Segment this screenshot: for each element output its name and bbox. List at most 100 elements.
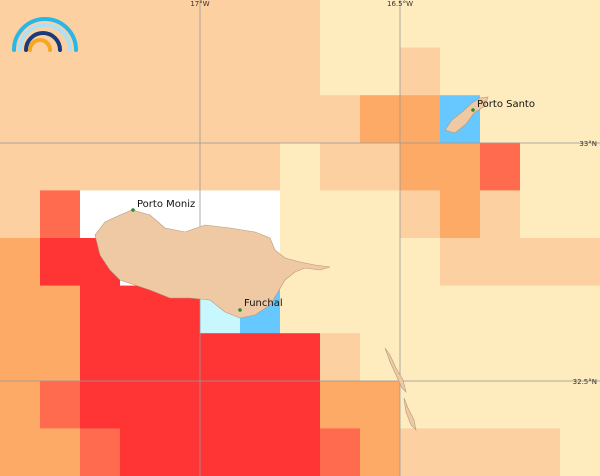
logo-arc [24, 31, 62, 52]
grid-cell [520, 238, 560, 287]
grid-cell [480, 0, 520, 49]
grid-cell [200, 47, 240, 96]
grid-cell [480, 47, 520, 96]
grid-cell [560, 47, 600, 96]
grid-cell [40, 428, 80, 476]
grid-cell [240, 0, 280, 49]
grid-cell [0, 333, 40, 382]
grid-cell [440, 285, 480, 334]
grid-cell [560, 380, 600, 429]
grid-cell [80, 285, 120, 334]
grid-cell [320, 0, 360, 49]
grid-cell [240, 95, 280, 144]
madeira [94, 209, 331, 319]
grid-cell [560, 285, 600, 334]
grid-cell [40, 47, 80, 96]
grid-cell [400, 333, 440, 382]
grid-cell [120, 47, 160, 96]
grid-cell [160, 95, 200, 144]
grid-cell [320, 428, 360, 476]
grid-cell [40, 285, 80, 334]
porto-santo [444, 96, 489, 134]
grid-cell [560, 95, 600, 144]
grid-cell [400, 238, 440, 287]
grid-cell [360, 333, 400, 382]
grid-cell [520, 285, 560, 334]
grid-cell [0, 95, 40, 144]
grid-cell [280, 428, 320, 476]
grid-cell [0, 380, 40, 429]
grid-cell [440, 428, 480, 476]
grid-cell [200, 95, 240, 144]
grid-cell [80, 428, 120, 476]
grid-cell [40, 190, 80, 239]
grid-cell [0, 285, 40, 334]
grid-cell [400, 95, 440, 144]
grid-cell [240, 428, 280, 476]
lon-label: 17°W [190, 0, 209, 8]
grid-cell [560, 190, 600, 239]
grid-cell [560, 142, 600, 191]
grid-cell [40, 333, 80, 382]
grid-cell [520, 47, 560, 96]
grid-cell [200, 333, 240, 382]
grid-cell [80, 95, 120, 144]
grid-cell [40, 380, 80, 429]
grid-cell [480, 428, 520, 476]
grid-cell [360, 380, 400, 429]
grid-cell [320, 95, 360, 144]
place-marker [238, 308, 242, 312]
grid-cell [80, 142, 120, 191]
grid-cell [440, 142, 480, 191]
grid-cell [280, 380, 320, 429]
grid-cell [400, 47, 440, 96]
grid-cell [240, 380, 280, 429]
grid-cell [120, 333, 160, 382]
grid-cell [120, 0, 160, 49]
lon-label: 16.5°W [387, 0, 413, 8]
grid-cell [0, 238, 40, 287]
islands [94, 96, 489, 431]
place-label: Porto Santo [477, 99, 535, 110]
place-marker [131, 208, 135, 212]
grid-cell [320, 285, 360, 334]
grid-cell [480, 142, 520, 191]
grid-cell [480, 380, 520, 429]
grid-cell [520, 380, 560, 429]
grid-cell [120, 142, 160, 191]
lat-label: 32.5°N [573, 378, 597, 386]
grid-cell [40, 95, 80, 144]
grid-cell [280, 95, 320, 144]
place-label: Funchal [244, 298, 283, 309]
grid-cell [400, 142, 440, 191]
grid-cell [440, 238, 480, 287]
grid-cell [40, 142, 80, 191]
grid-cell [280, 142, 320, 191]
grid-cell [320, 238, 360, 287]
grid-cell [280, 47, 320, 96]
grid-cell [360, 142, 400, 191]
grid-cell [360, 0, 400, 49]
grid-cell [120, 380, 160, 429]
grid-cell [120, 285, 160, 334]
grid-cell [160, 0, 200, 49]
grid-cell [80, 47, 120, 96]
grid-cell [280, 190, 320, 239]
grid-cell [80, 380, 120, 429]
logo-arc [12, 17, 78, 52]
grid-cell [480, 238, 520, 287]
grid-cell [0, 190, 40, 239]
grid-cell [200, 428, 240, 476]
grid-cell [520, 95, 560, 144]
grid-cell [0, 47, 40, 96]
grid-cell [240, 333, 280, 382]
grid-cell [360, 190, 400, 239]
grid-cell [40, 238, 80, 287]
desertas [384, 347, 407, 393]
grid-cell [480, 95, 520, 144]
place-label: Porto Moniz [137, 199, 195, 210]
grid-cell [440, 333, 480, 382]
grid-cell [360, 428, 400, 476]
